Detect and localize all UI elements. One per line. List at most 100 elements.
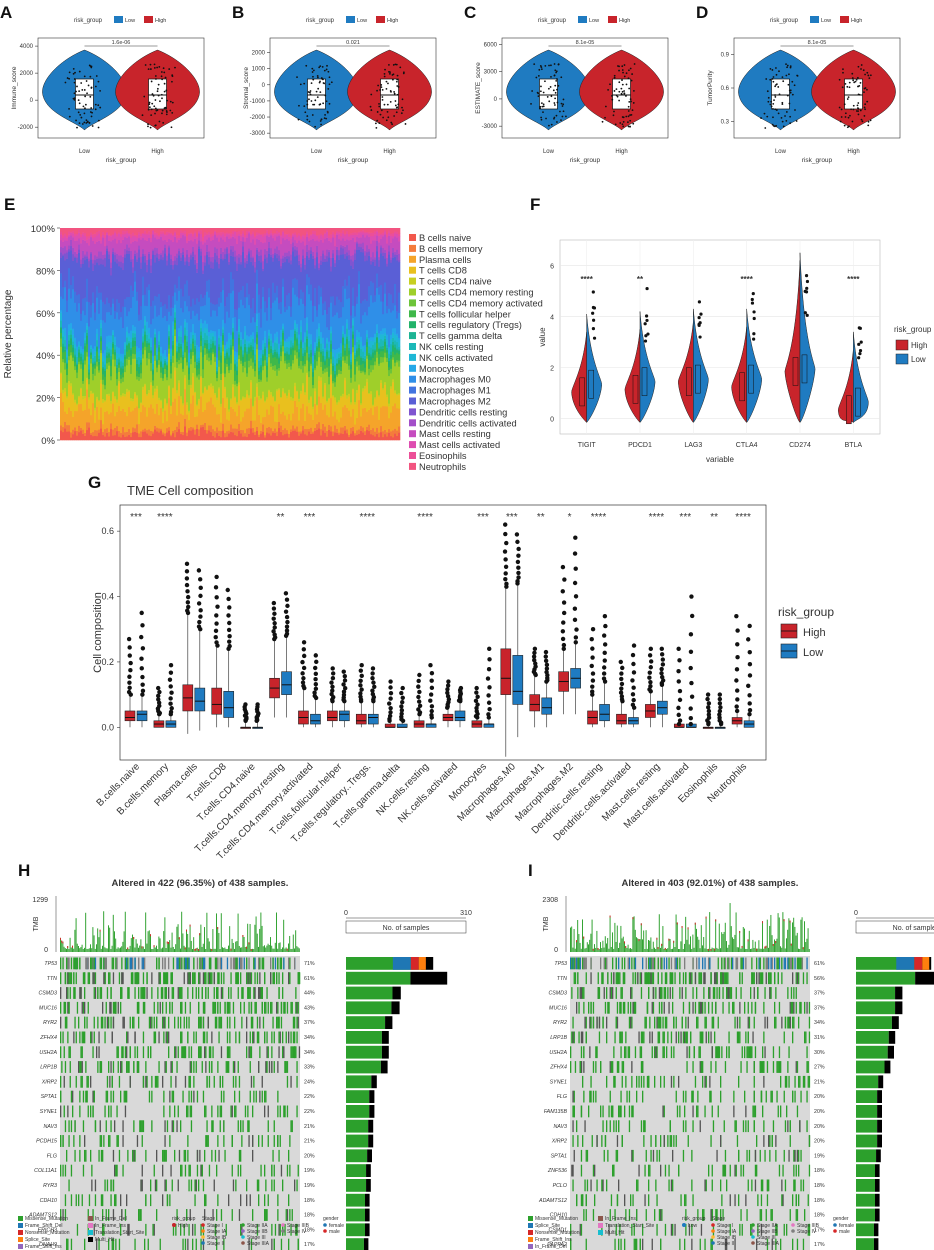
area-slice-eosinophils [338, 231, 341, 234]
area-slice-dendritic-cells-activated [252, 256, 255, 259]
area-slice-b-cells-naive [204, 429, 207, 441]
area-slice-dendritic-cells-resting [194, 259, 197, 265]
jitter-point [627, 105, 630, 108]
area-slice-t-cells-cd8 [166, 404, 169, 422]
area-slice-macrophages-m0 [94, 320, 97, 347]
area-slice-dendritic-cells-activated [276, 246, 279, 254]
area-slice-t-cells-cd4-memory-activated [212, 352, 215, 355]
legend-entry: T cells CD4 naive [419, 277, 492, 287]
area-slice-macrophages-m2 [318, 269, 321, 286]
area-slice-t-cells-cd4-memory-activated [78, 361, 81, 365]
area-slice-mast-cells-activated [200, 233, 203, 242]
area-slice-t-cells-gamma-delta [84, 342, 87, 347]
jitter-point [856, 76, 859, 79]
area-slice-mast-cells-activated [356, 234, 359, 238]
area-slice-mast-cells-activated [398, 235, 401, 242]
y-tick-label: 0.6 [101, 526, 114, 536]
jitter-point [383, 75, 386, 78]
area-slice-mast-cells-activated [334, 237, 337, 247]
area-slice-nk-cells-resting [66, 357, 69, 363]
area-slice-neutrophils [236, 228, 239, 232]
area-slice-t-cells-gamma-delta [282, 330, 285, 333]
area-slice-eosinophils [158, 234, 161, 237]
area-slice-plasma-cells [128, 406, 131, 429]
area-slice-b-cells-naive [258, 436, 261, 441]
area-slice-mast-cells-activated [306, 233, 309, 238]
area-slice-nk-cells-resting [242, 350, 245, 355]
area-slice-dendritic-cells-resting [334, 262, 337, 267]
area-slice-macrophages-m0 [208, 297, 211, 333]
area-slice-neutrophils [264, 228, 267, 234]
area-slice-macrophages-m0 [274, 300, 277, 334]
area-slice-t-cells-gamma-delta [358, 344, 361, 349]
area-slice-macrophages-m0 [268, 297, 271, 330]
box-low [281, 671, 292, 695]
area-slice-macrophages-m2 [186, 261, 189, 281]
area-slice-t-cells-cd4-memory-activated [242, 365, 245, 373]
area-slice-t-cells-follicular-helper [200, 340, 203, 347]
area-slice-nk-cells-activated [252, 335, 255, 340]
area-slice-dendritic-cells-activated [324, 255, 327, 259]
legend-swatch [409, 386, 416, 394]
significance-label: **** [359, 512, 375, 523]
outlier-low [370, 691, 376, 697]
area-slice-t-cells-cd8 [258, 399, 261, 416]
area-slice-plasma-cells [208, 401, 211, 426]
area-slice-neutrophils [106, 228, 109, 233]
area-slice-macrophages-m0 [106, 312, 109, 337]
area-slice-macrophages-m0 [306, 285, 309, 318]
area-slice-t-cells-gamma-delta [256, 331, 259, 335]
area-slice-t-cells-cd4-memory-activated [204, 347, 207, 355]
area-slice-nk-cells-activated [258, 354, 261, 361]
area-slice-neutrophils [286, 228, 289, 235]
area-slice-neutrophils [348, 228, 351, 235]
jitter-point [148, 101, 151, 104]
area-slice-macrophages-m0 [342, 306, 345, 326]
outlier-high [214, 595, 219, 600]
jitter-point [97, 80, 100, 83]
jitter-point [623, 64, 626, 66]
area-slice-macrophages-m0 [66, 311, 69, 350]
area-slice-nk-cells-activated [194, 334, 197, 341]
area-slice-t-cells-cd4-memory-activated [260, 379, 263, 382]
area-slice-nk-cells-resting [248, 343, 251, 347]
y-axis-label: Cell composition [92, 592, 104, 673]
area-slice-nk-cells-activated [114, 339, 117, 345]
area-slice-t-cells-cd4-memory-resting [78, 363, 81, 396]
area-slice-t-cells-follicular-helper [186, 349, 189, 363]
area-slice-mast-cells-activated [380, 234, 383, 240]
outlier-high [475, 702, 480, 707]
area-slice-b-cells-naive [64, 428, 67, 441]
area-slice-eosinophils [222, 231, 225, 235]
area-slice-b-cells-memory [266, 427, 269, 433]
outlier-high [330, 688, 335, 693]
area-slice-t-cells-follicular-helper [60, 332, 63, 339]
area-slice-neutrophils [338, 228, 341, 232]
area-slice-t-cells-cd4-memory-activated [282, 345, 285, 352]
area-slice-t-cells-cd4-memory-resting [232, 349, 235, 385]
area-slice-eosinophils [228, 232, 231, 235]
outlier-low [313, 665, 318, 671]
area-slice-eosinophils [246, 230, 249, 235]
x-tick-label: High [847, 149, 859, 155]
area-slice-macrophages-m2 [190, 259, 193, 307]
area-slice-macrophages-m1 [252, 298, 255, 318]
area-slice-eosinophils [364, 231, 367, 234]
area-slice-t-cells-cd8 [252, 406, 255, 421]
area-slice-neutrophils [272, 228, 275, 234]
area-slice-plasma-cells [164, 410, 167, 434]
area-slice-t-cells-follicular-helper [298, 357, 301, 366]
area-slice-macrophages-m2 [158, 260, 161, 294]
outlier-low [227, 620, 232, 626]
area-slice-t-cells-cd4-naive [206, 389, 209, 391]
area-slice-macrophages-m2 [182, 254, 185, 297]
area-slice-macrophages-m2 [236, 270, 239, 310]
area-slice-nk-cells-activated [196, 351, 199, 359]
area-slice-b-cells-naive [348, 436, 351, 441]
area-slice-t-cells-cd4-naive [362, 388, 365, 392]
area-slice-dendritic-cells-resting [338, 254, 341, 260]
area-slice-macrophages-m0 [160, 306, 163, 347]
area-slice-monocytes [338, 347, 341, 353]
jitter-point [853, 81, 856, 84]
jitter-point [554, 69, 557, 72]
